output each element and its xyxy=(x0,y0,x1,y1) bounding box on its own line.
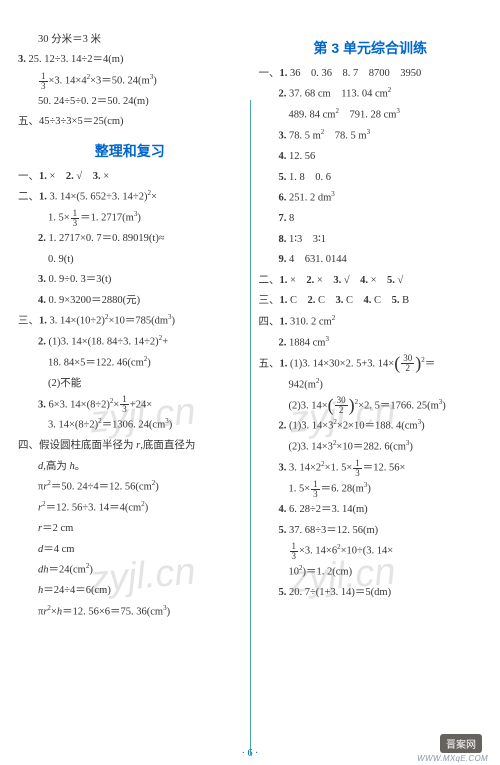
text-line: 二、1. 3. 14×(5. 652÷3. 14÷2)2× xyxy=(18,187,242,208)
text-line: 4. 0. 9×3200＝2880(元) xyxy=(18,291,242,311)
right-column: 第 3 单元综合训练 一、1. 36 0. 36 8. 7 8700 3950 … xyxy=(251,30,483,755)
text-line: 3. 3. 14×22×1. 5×13＝12. 56× xyxy=(259,458,483,479)
text-line: 3. 0. 9÷0. 3＝3(t) xyxy=(18,270,242,290)
text-line: πr2＝50. 24÷4＝12. 56(cm2) xyxy=(18,477,242,498)
text-line: 一、1. × 2. √ 3. × xyxy=(18,167,242,187)
text-line: 2. (1)3. 14×(18. 84÷3. 14÷2)2+ xyxy=(18,332,242,353)
text-line: 3. 25. 12÷3. 14÷2＝4(m) xyxy=(18,50,242,70)
text-line: 8. 1∶3 3∶1 xyxy=(259,230,483,250)
text-line: 5. 20. 7÷(1+3. 14)＝5(dm) xyxy=(259,583,483,603)
text-line: 二、1. × 2. × 3. √ 4. × 5. √ xyxy=(259,271,483,291)
text-line: d,高为 h。 xyxy=(18,457,242,477)
text-line: 3. 14×(8÷2)2＝1306. 24(cm3) xyxy=(18,415,242,436)
text-line: 13×3. 14×62×10÷(3. 14× xyxy=(259,541,483,562)
source-url: WWW.MXqE.COM xyxy=(417,754,488,763)
text-line: 1. 5×13＝1. 2717(m3) xyxy=(18,208,242,229)
text-line: 30 分米＝3 米 xyxy=(18,30,242,50)
text-line: 4. 6. 28÷2＝3. 14(m) xyxy=(259,500,483,520)
text-line: 942(m2) xyxy=(259,375,483,396)
text-line: 7. 8 xyxy=(259,209,483,229)
text-line: 3. 78. 5 m2 78. 5 m3 xyxy=(259,126,483,147)
text-line: 1. 5×13＝6. 28(m3) xyxy=(259,479,483,500)
text-line: 3. 6×3. 14×(8÷2)2×13+24× xyxy=(18,395,242,416)
text-line: 50. 24÷5÷0. 2＝50. 24(m) xyxy=(18,92,242,112)
text-line: r＝2 cm xyxy=(18,519,242,539)
text-line: 489. 84 cm2 791. 28 cm3 xyxy=(259,105,483,126)
text-line: (2)不能 xyxy=(18,374,242,394)
text-line: 五、45÷3÷3×5＝25(cm) xyxy=(18,112,242,132)
text-line: 5. 37. 68÷3＝12. 56(m) xyxy=(259,521,483,541)
text-line: 4. 12. 56 xyxy=(259,147,483,167)
text-line: 五、1. (1)3. 14×30×2. 5+3. 14×(302)2＝ xyxy=(259,354,483,375)
text-line: (2)3. 14×(302)2×2. 5＝1766. 25(m3) xyxy=(259,396,483,417)
text-line: 0. 9(t) xyxy=(18,250,242,270)
text-line: 18. 84×5＝122. 46(cm2) xyxy=(18,353,242,374)
text-line: d＝4 cm xyxy=(18,540,242,560)
text-line: 13×3. 14×42×3＝50. 24(m3) xyxy=(18,71,242,92)
text-line: 5. 1. 8 0. 6 xyxy=(259,168,483,188)
section-heading: 第 3 单元综合训练 xyxy=(259,38,483,58)
left-column: 30 分米＝3 米 3. 25. 12÷3. 14÷2＝4(m) 13×3. 1… xyxy=(18,30,250,755)
text-line: 四、假设圆柱底面半径为 r,底面直径为 xyxy=(18,436,242,456)
text-line: 2. 1884 cm3 xyxy=(259,333,483,354)
source-badge: 晋案网 xyxy=(440,734,482,753)
text-line: 一、1. 36 0. 36 8. 7 8700 3950 xyxy=(259,64,483,84)
section-heading: 整理和复习 xyxy=(18,141,242,161)
text-line: 四、1. 310. 2 cm2 xyxy=(259,312,483,333)
text-line: 102)＝1. 2(cm) xyxy=(259,562,483,583)
text-line: dh＝24(cm2) xyxy=(18,560,242,581)
text-line: 2. (1)3. 14×32×2×10＝188. 4(cm3) xyxy=(259,416,483,437)
text-line: πr2×h＝12. 56×6＝75. 36(cm3) xyxy=(18,602,242,623)
text-line: 6. 251. 2 dm3 xyxy=(259,188,483,209)
text-line: 9. 4 631. 0144 xyxy=(259,250,483,270)
text-line: 三、1. 3. 14×(10÷2)2×10＝785(dm3) xyxy=(18,311,242,332)
text-line: h＝24÷4＝6(cm) xyxy=(18,581,242,601)
text-line: r2＝12. 56÷3. 14＝4(cm2) xyxy=(18,498,242,519)
text-line: 2. 37. 68 cm 113. 04 cm2 xyxy=(259,84,483,105)
text-line: 2. 1. 2717×0. 7＝0. 89019(t)≈ xyxy=(18,229,242,249)
text-line: 三、1. C 2. C 3. C 4. C 5. B xyxy=(259,291,483,311)
text-line: (2)3. 14×32×10＝282. 6(cm3) xyxy=(259,437,483,458)
